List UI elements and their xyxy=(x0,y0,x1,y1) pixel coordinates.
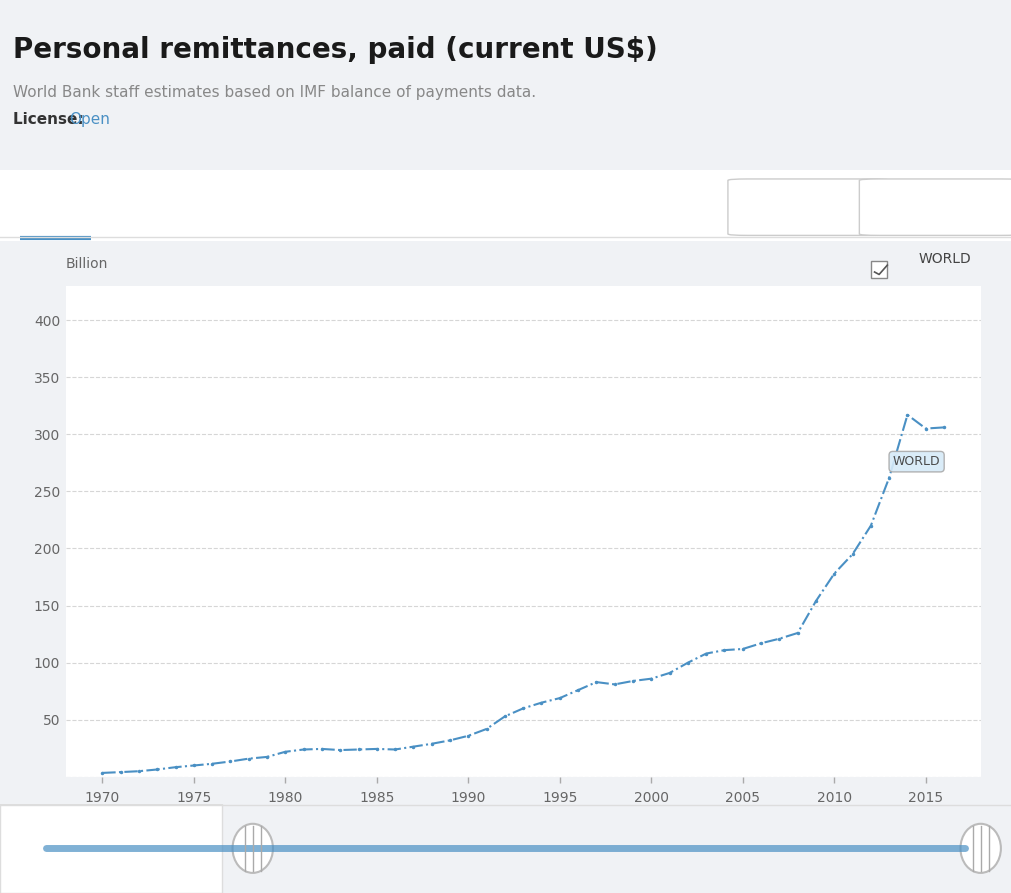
Bar xyxy=(870,262,888,279)
Text: Billion: Billion xyxy=(66,257,108,271)
FancyBboxPatch shape xyxy=(859,179,1011,236)
Text: WORLD: WORLD xyxy=(919,252,972,266)
Text: License:: License: xyxy=(13,112,89,127)
Text: Open: Open xyxy=(69,112,109,127)
Text: WORLD: WORLD xyxy=(893,455,940,468)
Ellipse shape xyxy=(233,823,273,873)
FancyBboxPatch shape xyxy=(0,804,222,893)
FancyBboxPatch shape xyxy=(728,179,890,236)
Text: World Bank staff estimates based on IMF balance of payments data.: World Bank staff estimates based on IMF … xyxy=(13,85,536,100)
Ellipse shape xyxy=(960,823,1001,873)
Text: Personal remittances, paid (current US$): Personal remittances, paid (current US$) xyxy=(13,36,658,63)
